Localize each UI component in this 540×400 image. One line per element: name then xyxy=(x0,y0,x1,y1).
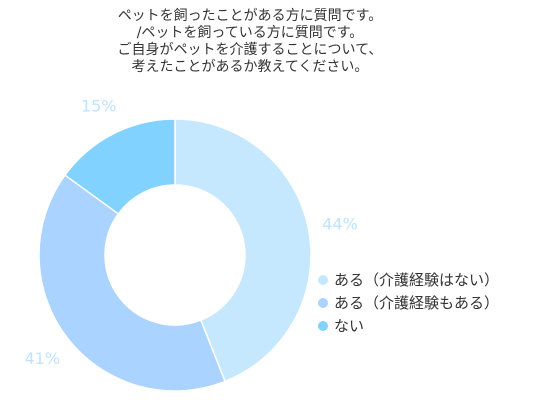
label-no: 15% xyxy=(81,96,117,115)
chart-title-line-4: 考えたことがあるか教えてください。 xyxy=(131,59,369,75)
label-no-care-experience: 44% xyxy=(322,215,358,234)
legend-item-has-care-experience[interactable]: ある（介護経験もある） xyxy=(318,291,499,314)
legend-label-no: ない xyxy=(334,317,365,335)
legend-marker-no xyxy=(318,320,328,331)
legend-marker-no-care-experience xyxy=(318,274,328,285)
slice-no-care-experience[interactable] xyxy=(174,118,312,383)
chart-title-line-3: ご自身がペットを介護することについて、 xyxy=(117,42,383,58)
chart-title-line-1: ペットを飼ったことがある方に質問です。 xyxy=(117,8,383,24)
chart-title-line-2: /ペットを飼っている方に質問です。 xyxy=(136,25,364,41)
chart-title: ペットを飼ったことがある方に質問です。 /ペットを飼っている方に質問です。 ご自… xyxy=(0,8,500,76)
legend-item-no[interactable]: ない xyxy=(318,314,499,337)
chart-legend: ある（介護経験はない） ある（介護経験もある） ない xyxy=(318,268,499,337)
legend-label-no-care-experience: ある（介護経験はない） xyxy=(334,271,500,289)
legend-item-no-care-experience[interactable]: ある（介護経験はない） xyxy=(318,268,499,291)
legend-label-has-care-experience: ある（介護経験もある） xyxy=(334,294,500,312)
legend-marker-has-care-experience xyxy=(318,297,328,308)
slice-has-care-experience[interactable] xyxy=(38,174,227,392)
label-has-care-experience: 41% xyxy=(24,349,60,368)
slice-no[interactable] xyxy=(63,118,176,215)
